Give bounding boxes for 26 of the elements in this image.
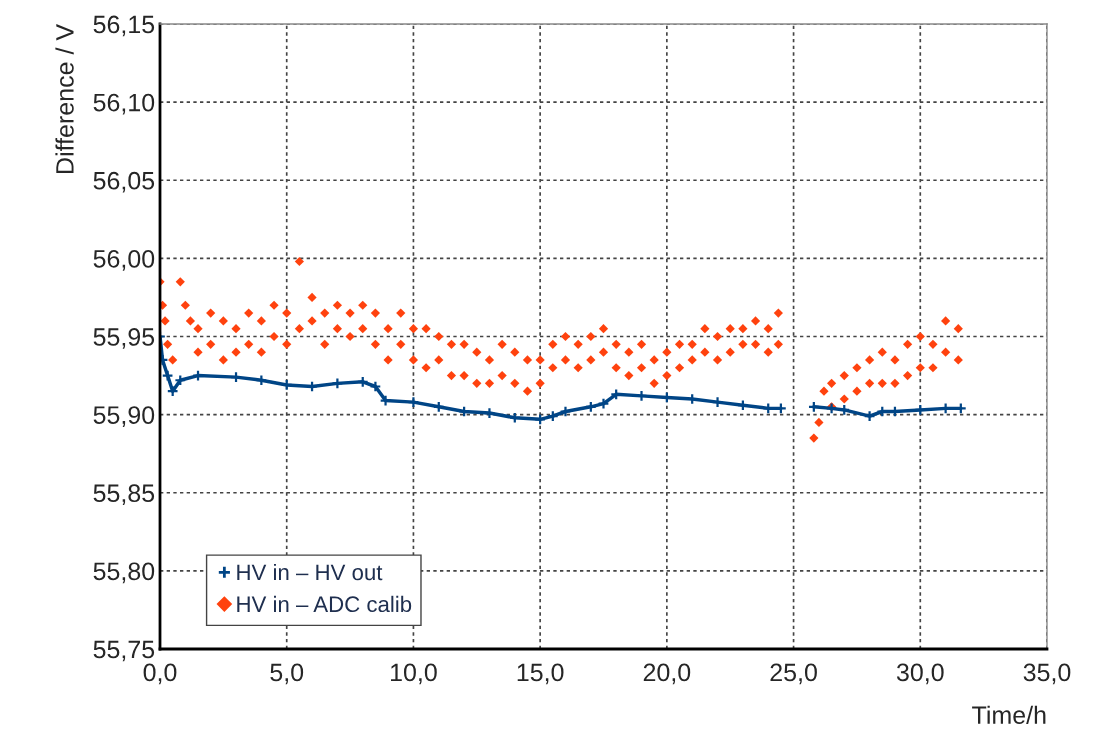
y-tick-label: 55,80: [93, 562, 155, 584]
point: [369, 380, 382, 393]
y-tick-label: 56,15: [93, 15, 155, 37]
x-tick-label: 25,0: [770, 663, 817, 685]
y-tick-label: 55,75: [93, 640, 155, 662]
x-tick-label: 30,0: [896, 663, 944, 685]
point: [597, 397, 610, 410]
legend-label: HV in – HV out: [237, 563, 383, 581]
y-tick-label: 56,00: [93, 249, 155, 271]
point: [559, 405, 572, 418]
y-tick-label: 56,10: [93, 93, 155, 115]
y-tick-label: 55,85: [93, 484, 155, 506]
point: [331, 377, 344, 390]
y-tick-label: 55,90: [93, 406, 155, 427]
x-tick-label: 35,0: [1023, 663, 1071, 685]
x-tick-label: 5,0: [270, 663, 304, 685]
x-tick-label: 10,0: [391, 663, 437, 685]
y-tick-label: 56,05: [93, 171, 155, 193]
x-tick-label: 0,0: [143, 663, 177, 685]
y-tick-label: 55,95: [93, 328, 155, 349]
x-axis-title: Time/h: [972, 705, 1046, 724]
legend-label: HV in – ADC calib: [237, 595, 412, 613]
x-tick-label: 15,0: [517, 663, 564, 685]
x-tick-label: 20,0: [643, 663, 691, 685]
point: [161, 369, 174, 382]
y-axis-title: Difference / V: [55, 24, 74, 173]
